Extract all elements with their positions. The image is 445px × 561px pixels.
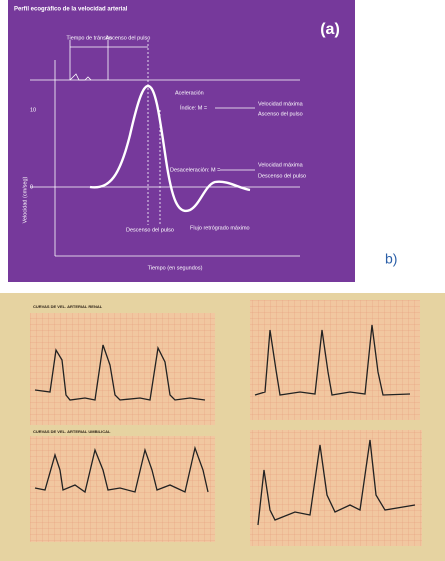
traces — [34, 324, 416, 526]
y-axis-label: Velocidad (cm/seg) — [22, 176, 28, 223]
annotation: Descenso del pulso — [258, 173, 306, 179]
annotation: Ascenso del pulso — [258, 111, 303, 117]
annotation: Índice: M = — [180, 104, 207, 111]
panel-b-label: b) — [385, 251, 397, 267]
panel-a-background — [8, 0, 355, 282]
velocity-curve — [89, 84, 251, 213]
time-label: Ascenso del pulso — [106, 35, 151, 41]
annotation: Aceleración — [175, 90, 204, 96]
strip-label: CURVAS DE VEL. ARTERIAL RENAL — [33, 304, 103, 309]
ecg-strips — [30, 300, 422, 546]
y-tick: 10 — [30, 107, 36, 113]
time-label: Tiempo de tránsito — [66, 35, 111, 41]
annotation: Velocidad máxima — [258, 162, 304, 168]
panel-a-label: (a) — [320, 21, 340, 38]
annotation: Descenso del pulso — [126, 227, 174, 233]
panel-a-title: Perfil ecográfico de la velocidad arteri… — [14, 7, 128, 13]
panel-a-lines — [30, 40, 300, 257]
y-tick: 0 — [30, 184, 33, 190]
x-axis-label: Tiempo (en segundos) — [148, 265, 203, 271]
annotation: Velocidad máxima — [258, 101, 304, 107]
strip-label: CURVAS DE VEL. ARTERIAL UMBILICAL — [33, 429, 111, 434]
annotation: Desaceleración: M = — [170, 167, 220, 173]
annotation: Flujo retrógrado máximo — [190, 225, 250, 231]
